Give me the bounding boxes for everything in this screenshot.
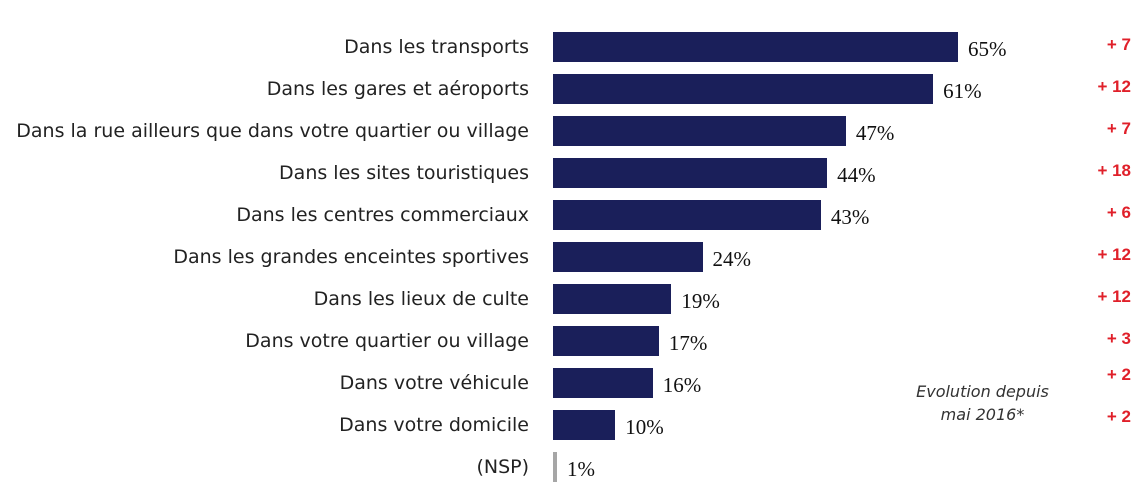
evolution-label: + 3 bbox=[1106, 329, 1131, 348]
evolution-label: + 12 bbox=[1097, 245, 1131, 264]
category-label: Dans les lieux de culte bbox=[313, 288, 529, 310]
evolution-label: + 12 bbox=[1097, 287, 1131, 306]
category-label: Dans les transports bbox=[344, 36, 529, 58]
value-label: 47% bbox=[855, 121, 895, 145]
evolution-label: + 2 bbox=[1106, 365, 1131, 384]
category-label: Dans les grandes enceintes sportives bbox=[173, 246, 529, 268]
category-label: Dans les centres commerciaux bbox=[236, 204, 529, 226]
bar bbox=[553, 242, 703, 272]
category-label: Dans les gares et aéroports bbox=[266, 78, 529, 100]
value-label: 16% bbox=[662, 373, 702, 397]
bar bbox=[553, 326, 659, 356]
value-label: 61% bbox=[943, 79, 982, 103]
evolution-label: + 12 bbox=[1097, 77, 1131, 96]
bar bbox=[553, 158, 828, 188]
evolution-label: + 2 bbox=[1106, 407, 1131, 426]
value-label: 19% bbox=[681, 289, 720, 313]
evolution-label: + 18 bbox=[1097, 161, 1131, 180]
value-label: 17% bbox=[668, 331, 708, 355]
evolution-label: + 6 bbox=[1106, 203, 1131, 222]
category-label: Dans votre véhicule bbox=[339, 372, 529, 394]
bar bbox=[553, 200, 821, 230]
value-label: 10% bbox=[625, 415, 664, 439]
bar bbox=[553, 74, 934, 104]
category-label: (NSP) bbox=[476, 456, 529, 478]
bar bbox=[553, 284, 672, 314]
bar bbox=[553, 32, 958, 62]
bar bbox=[553, 452, 557, 482]
value-label: 1% bbox=[567, 457, 595, 481]
value-label: 65% bbox=[968, 37, 1007, 61]
category-label: Dans la rue ailleurs que dans votre quar… bbox=[16, 120, 529, 142]
evolution-label: + 7 bbox=[1106, 119, 1131, 138]
value-label: 24% bbox=[712, 247, 752, 271]
bar bbox=[553, 368, 653, 398]
value-label: 44% bbox=[837, 163, 876, 187]
category-label: Dans votre domicile bbox=[339, 414, 529, 436]
bar bbox=[553, 410, 616, 440]
category-label: Dans les sites touristiques bbox=[279, 162, 529, 184]
evolution-label: + 7 bbox=[1106, 35, 1131, 54]
category-label: Dans votre quartier ou village bbox=[245, 330, 529, 352]
value-label: 43% bbox=[830, 205, 870, 229]
evolution-note: Evolution depuis mai 2016* bbox=[916, 382, 1049, 424]
bar bbox=[553, 116, 846, 146]
